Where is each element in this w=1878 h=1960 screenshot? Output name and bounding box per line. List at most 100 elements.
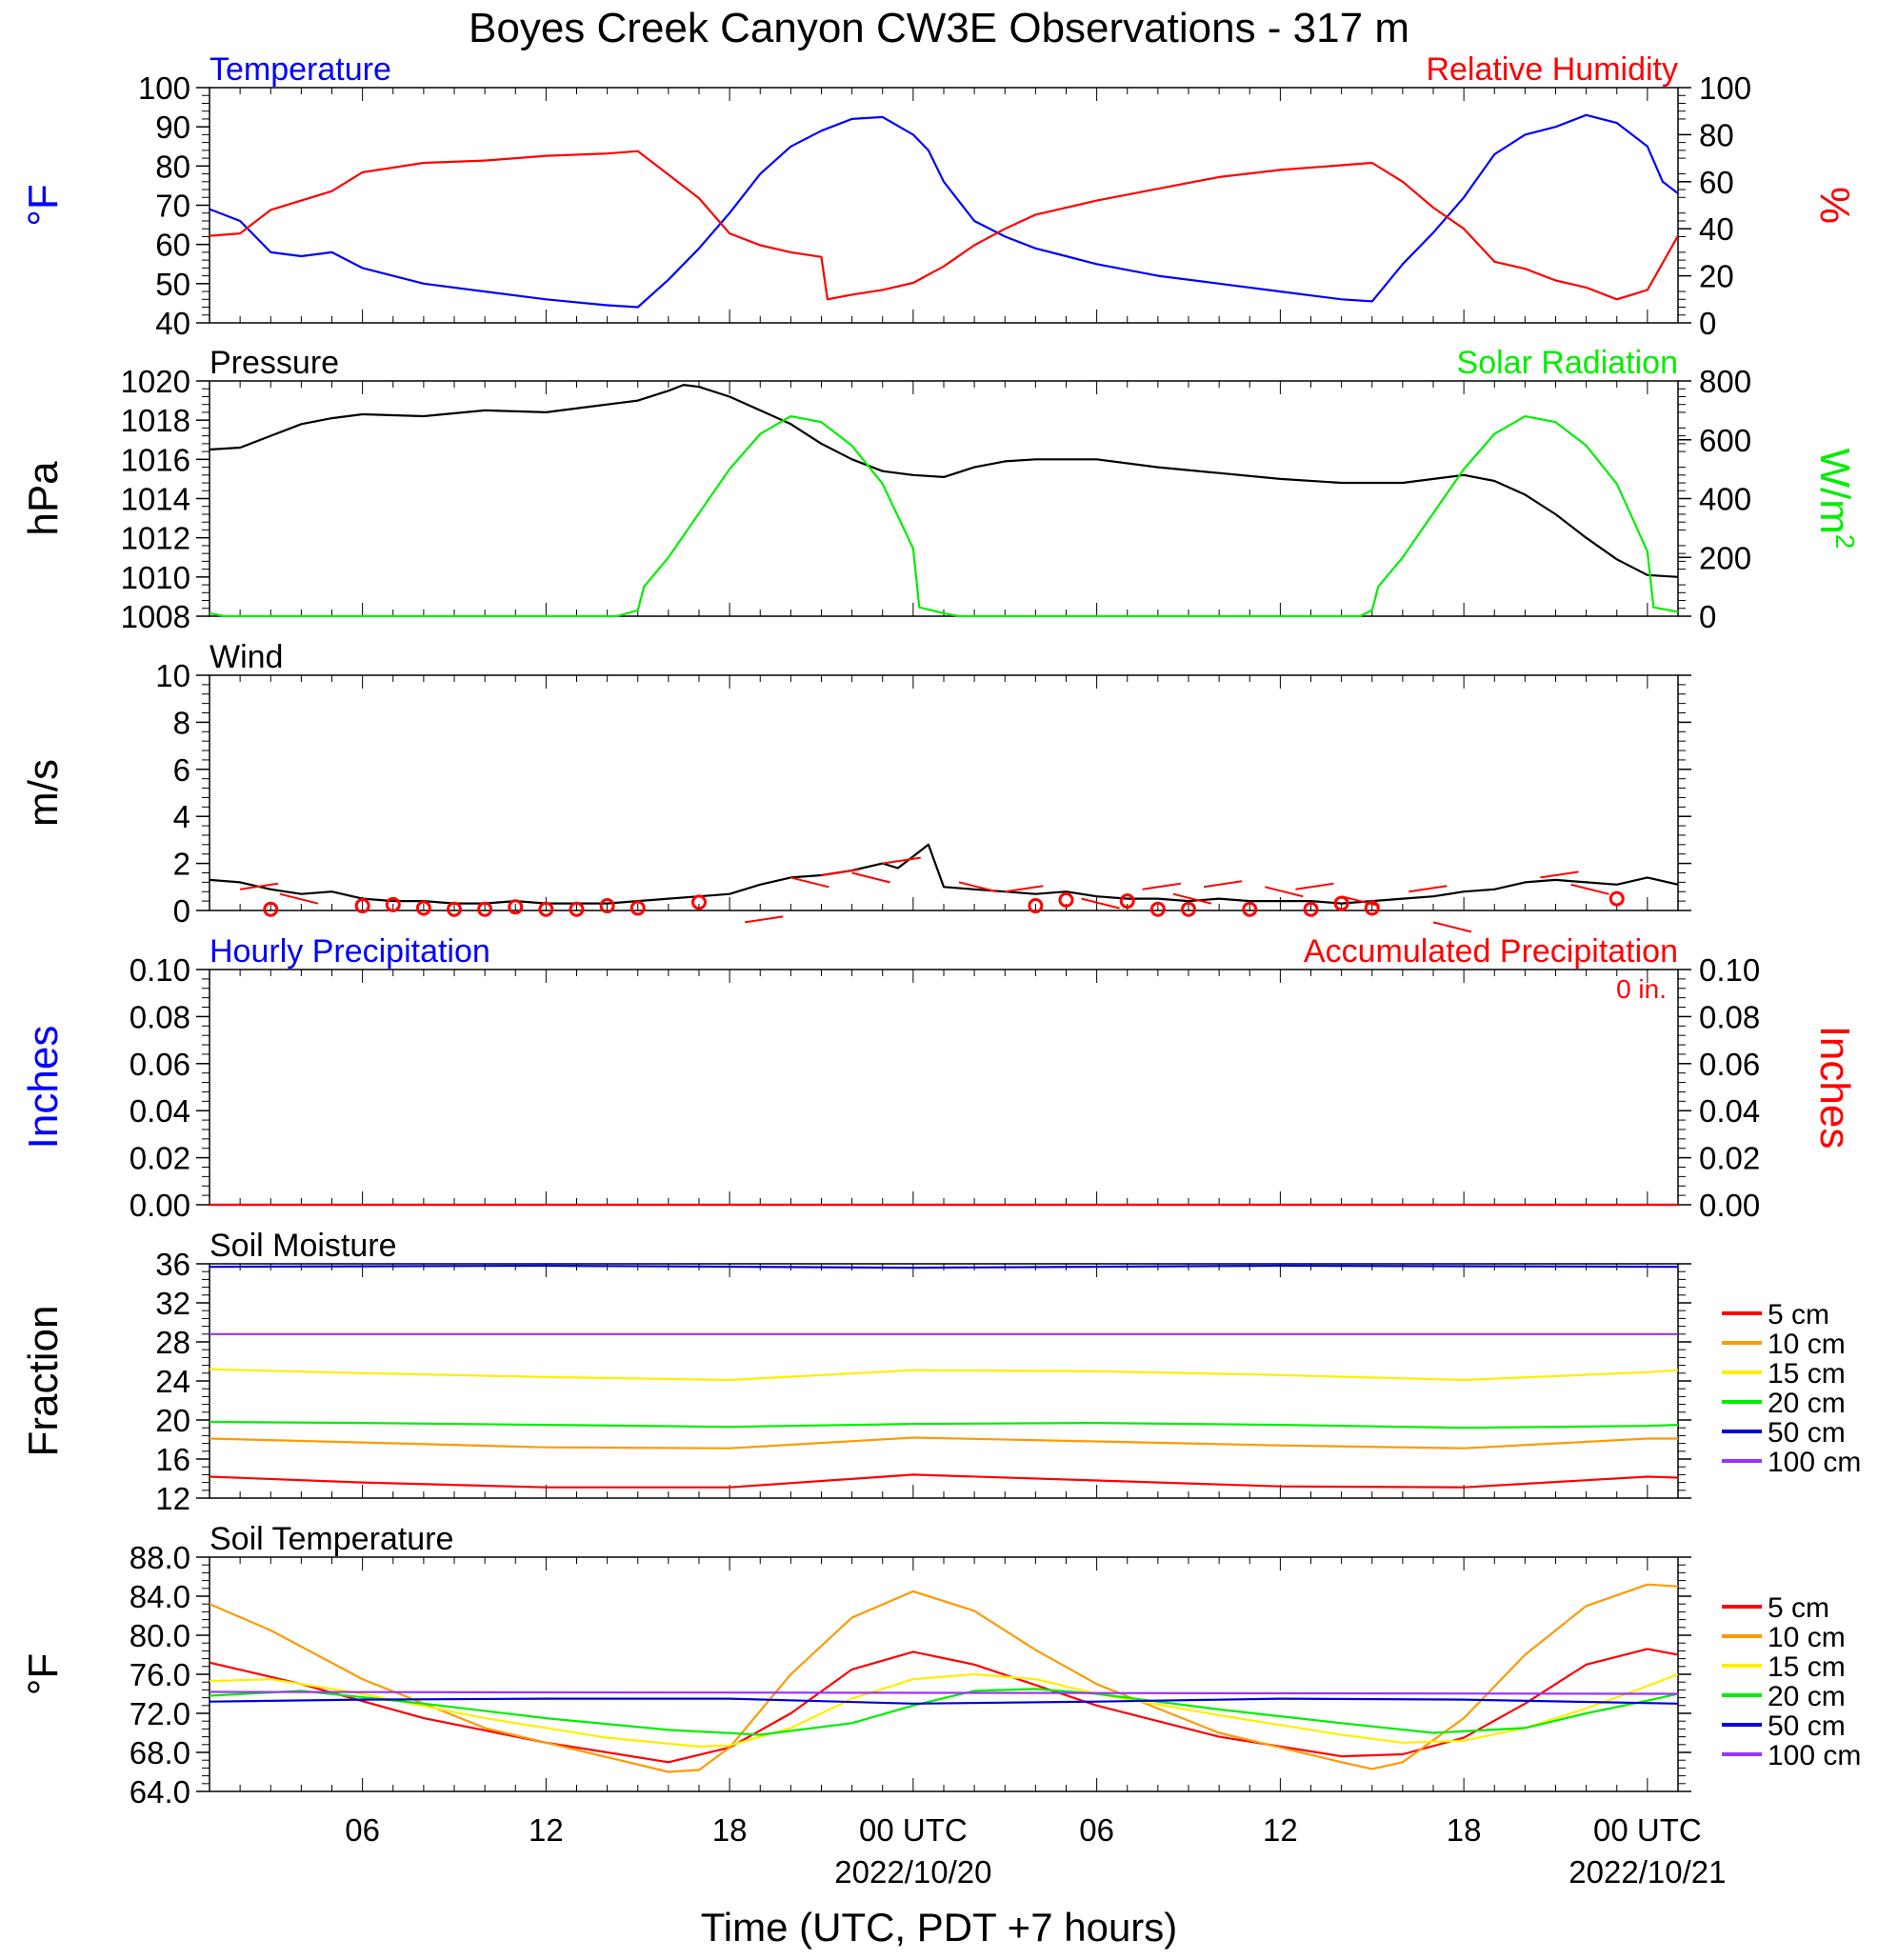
calm-wind-marker [1242, 901, 1258, 917]
y-tick-label: 28 [155, 1325, 190, 1360]
y-tick-label: 2 [173, 847, 190, 882]
wind-barb [1172, 892, 1212, 905]
y-tick-label: 68.0 [130, 1735, 190, 1770]
series-group [210, 1264, 1678, 1489]
plot-frame [209, 1556, 1679, 1792]
wind-barb [1570, 883, 1609, 895]
wind-barb [239, 882, 279, 890]
panel-title-left: Pressure [210, 345, 339, 381]
x-ticks [209, 1264, 1679, 1498]
y2-tick-label: 400 [1699, 482, 1751, 517]
plot-frame [209, 969, 1679, 1206]
y-tick-label: 1020 [121, 364, 190, 399]
x-ticks [209, 1557, 1679, 1791]
panel-title-left: Soil Moisture [210, 1228, 397, 1264]
wind-barb [1341, 895, 1380, 908]
legend-label: 50 cm [1768, 1417, 1846, 1449]
series-20-cm [210, 1688, 1678, 1736]
legend-label: 20 cm [1768, 1681, 1846, 1712]
panel-wind: 0 2 4 6 8 10 m/s Wind [20, 639, 1691, 933]
panel-title-left: Wind [210, 639, 283, 675]
y-tick-label: 10 [155, 658, 190, 693]
panel-temperature: 40 50 60 70 80 90 100 0 20 40 60 80 100 °F % Temperatur… [20, 51, 1858, 341]
y-tick-label: 6 [173, 752, 190, 788]
y2-tick-label: 0 [1699, 306, 1716, 341]
series-group [210, 1583, 1678, 1773]
y2-axis-label: Inches [1811, 1026, 1858, 1150]
calm-wind-marker [1028, 898, 1044, 914]
legend-label: 5 cm [1768, 1299, 1829, 1330]
chart-title: Boyes Creek Canyon CW3E Observations - 3… [469, 5, 1409, 51]
series-relative-humidity [210, 150, 1678, 301]
y2-tick-label: 0.00 [1699, 1188, 1760, 1223]
wind-barb [1265, 886, 1304, 898]
wind-barb [1203, 880, 1243, 889]
y2-tick-label: 200 [1699, 540, 1751, 575]
y-tick-label: 1016 [121, 442, 190, 477]
y2-axis-label: % [1811, 187, 1858, 224]
y-tick-label: 88.0 [130, 1540, 190, 1575]
calm-wind-marker [599, 898, 615, 914]
legend-label: 10 cm [1768, 1329, 1846, 1360]
calm-wind-marker [691, 894, 707, 910]
series-5-cm [210, 1473, 1678, 1489]
y-tick-label: 0.06 [130, 1047, 190, 1082]
y-tick-label: 80.0 [130, 1618, 190, 1653]
x-tick-label: 06 [1079, 1812, 1114, 1848]
y-tick-label: 32 [155, 1286, 190, 1321]
y-tick-label: 90 [155, 110, 190, 145]
calm-wind-marker [1058, 891, 1074, 908]
y-tick-label: 100 [138, 70, 190, 106]
x-ticks [209, 970, 1679, 1205]
x-tick-label: 18 [1447, 1812, 1482, 1848]
series-10-cm [210, 1583, 1678, 1773]
legend-label: 10 cm [1768, 1622, 1846, 1653]
y-axis-label: Inches [20, 1026, 67, 1150]
series-group [210, 384, 1678, 618]
y-axis-label: m/s [20, 759, 67, 827]
y2-tick-label: 100 [1699, 70, 1751, 106]
y2-tick-label: 0.08 [1699, 999, 1760, 1034]
y-tick-label: 0 [173, 893, 190, 929]
y2-tick-label: 0.02 [1699, 1141, 1760, 1176]
x-tick-label: 06 [345, 1812, 380, 1848]
plot-frame [209, 1263, 1679, 1499]
y2-tick-label: 0.10 [1699, 952, 1760, 988]
panel-soil-temperature: 64.0 68.0 72.0 76.0 80.0 84.0 88.0 °F Soil Tempe… [20, 1521, 1861, 1810]
wind-barb [1432, 921, 1472, 933]
y-tick-label: 84.0 [130, 1579, 190, 1614]
y2-tick-label: 20 [1699, 259, 1734, 294]
calm-wind-marker [1608, 890, 1625, 907]
y-tick-label: 0.10 [130, 952, 190, 988]
y2-axis-label-superscript: 2 [1830, 534, 1860, 550]
calm-wind-marker [1149, 901, 1166, 917]
y-tick-label: 16 [155, 1442, 190, 1477]
y2-axis-label: W/m2 [1811, 449, 1860, 550]
wind-barb [1081, 897, 1120, 910]
y-tick-label: 40 [155, 306, 190, 341]
calm-wind-marker [477, 901, 493, 917]
y-tick-label: 0.04 [130, 1093, 190, 1129]
legend-label: 15 cm [1768, 1358, 1846, 1390]
y-tick-label: 50 [155, 267, 190, 302]
series-temperature [210, 113, 1678, 309]
wind-barb [790, 876, 829, 889]
y-tick-label: 0.02 [130, 1141, 190, 1176]
panel-hourly-precipitation: 0.00 0.02 0.04 0.06 0.08 0.10 0.00 0.02 0.04 0.06… [20, 933, 1858, 1223]
y2-tick-label: 600 [1699, 423, 1751, 458]
series-solar-radiation [210, 415, 1678, 618]
wind-barb [1408, 885, 1448, 893]
y-tick-label: 70 [155, 189, 190, 224]
legend-label: 20 cm [1768, 1388, 1846, 1419]
series-pressure [210, 384, 1678, 578]
calm-wind-marker [508, 899, 524, 915]
y-tick-label: 24 [155, 1364, 190, 1399]
y-tick-label: 8 [173, 705, 190, 740]
x-date-label: 2022/10/21 [1568, 1854, 1726, 1890]
series-20-cm [210, 1420, 1678, 1430]
series-group [210, 843, 1678, 933]
series-100-cm [210, 1690, 1678, 1695]
legend-label: 5 cm [1768, 1592, 1829, 1624]
